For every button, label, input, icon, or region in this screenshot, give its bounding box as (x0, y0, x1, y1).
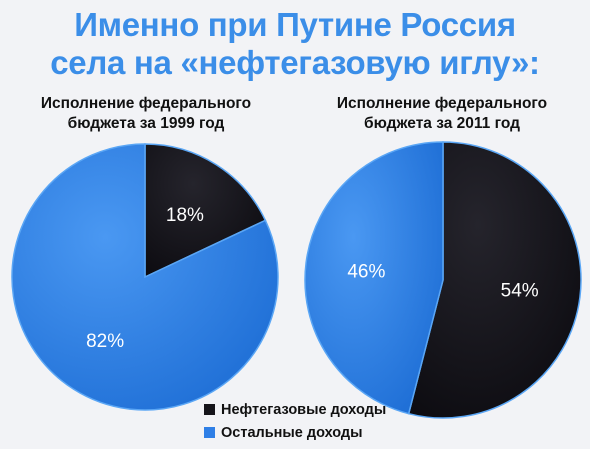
chart-2011-title-line-2: бюджета за 2011 год (364, 115, 520, 132)
headline-line-2: села на «нефтегазовую иглу»: (50, 44, 540, 81)
chart-1999-title: Исполнение федерального бюджета за 1999 … (16, 94, 276, 134)
pie-1999: 18% 82% (11, 143, 279, 411)
pie-2011-label-1: 46% (347, 261, 385, 282)
legend-swatch-oil-gas (204, 404, 215, 415)
headline: Именно при Путине Россия села на «нефтег… (0, 6, 590, 82)
pie-1999-label-1: 82% (86, 331, 124, 352)
pie-1999-slice-1 (11, 143, 279, 411)
pie-2011-slice-1 (304, 141, 444, 415)
legend-swatch-other (204, 427, 215, 438)
legend-item-oil-gas: Нефтегазовые доходы (204, 398, 386, 421)
chart-1999-title-line-2: бюджета за 1999 год (67, 115, 225, 132)
chart-1999-title-line-1: Исполнение федерального (40, 95, 252, 112)
legend-item-other: Остальные доходы (204, 421, 386, 444)
pie-1999-slice-0 (144, 143, 267, 279)
pie-2011: 54% 46% (304, 141, 582, 419)
pie-2011-label-0: 54% (501, 281, 539, 302)
legend-label-other: Остальные доходы (221, 424, 363, 441)
pie-2011-slice-0 (407, 141, 582, 419)
headline-line-1: Именно при Путине Россия (74, 6, 516, 43)
chart-2011-title: Исполнение федерального бюджета за 2011 … (312, 94, 572, 134)
legend: Нефтегазовые доходы Остальные доходы (204, 398, 386, 444)
legend-label-oil-gas: Нефтегазовые доходы (221, 401, 387, 418)
pie-1999-label-0: 18% (166, 205, 204, 226)
chart-2011-title-line-1: Исполнение федерального (336, 95, 548, 112)
